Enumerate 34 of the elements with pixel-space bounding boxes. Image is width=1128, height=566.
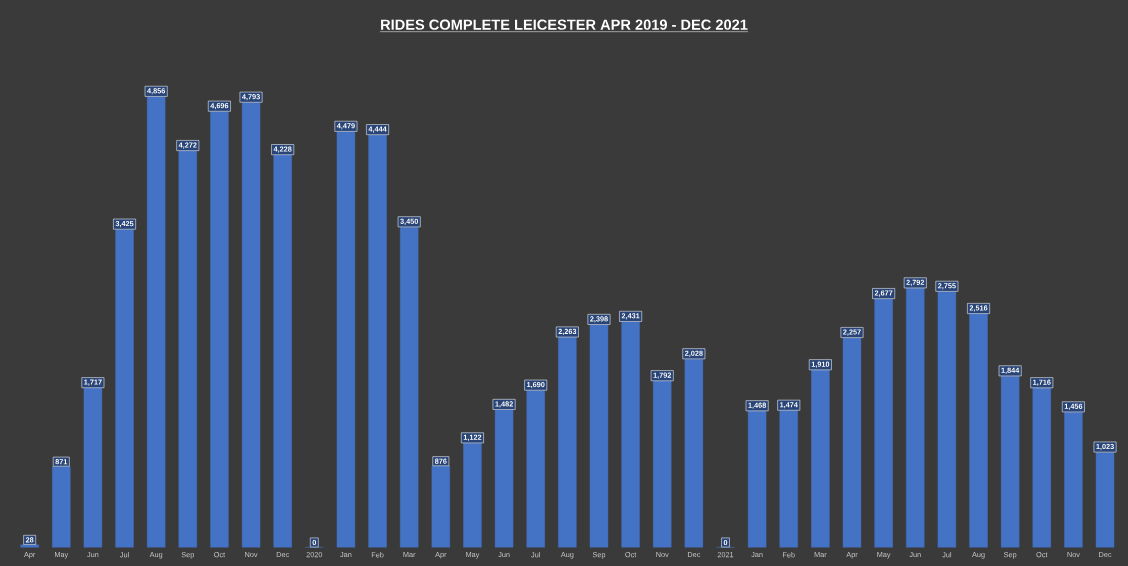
bar bbox=[210, 111, 229, 548]
bar bbox=[336, 131, 356, 548]
bar bbox=[811, 369, 830, 548]
bar bbox=[178, 150, 197, 548]
bar bbox=[463, 443, 482, 548]
bar bbox=[1032, 387, 1051, 548]
bar bbox=[431, 465, 451, 548]
bar bbox=[684, 358, 704, 548]
bar bbox=[494, 409, 514, 548]
bar bbox=[842, 337, 862, 548]
bar bbox=[1095, 452, 1115, 548]
bar bbox=[937, 291, 957, 548]
bar bbox=[969, 313, 988, 548]
bar bbox=[653, 380, 672, 548]
bar bbox=[52, 466, 71, 548]
bar bbox=[779, 410, 798, 548]
bar bbox=[273, 154, 292, 548]
bar bbox=[1064, 412, 1083, 548]
bar bbox=[558, 337, 577, 548]
chart-title: RIDES COMPLETE LEICESTER APR 2019 - DEC 2021 bbox=[381, 19, 748, 30]
bar bbox=[526, 390, 545, 548]
bar bbox=[20, 544, 39, 548]
bar bbox=[115, 229, 134, 548]
bar bbox=[83, 387, 103, 548]
bar bbox=[906, 288, 925, 548]
bar bbox=[874, 298, 893, 548]
bar bbox=[146, 96, 166, 548]
bar bbox=[241, 102, 261, 548]
bar bbox=[621, 321, 640, 548]
bar bbox=[1000, 376, 1020, 548]
bar bbox=[399, 226, 419, 548]
bar bbox=[747, 410, 767, 548]
bar bbox=[589, 324, 609, 548]
bar bbox=[368, 134, 387, 548]
